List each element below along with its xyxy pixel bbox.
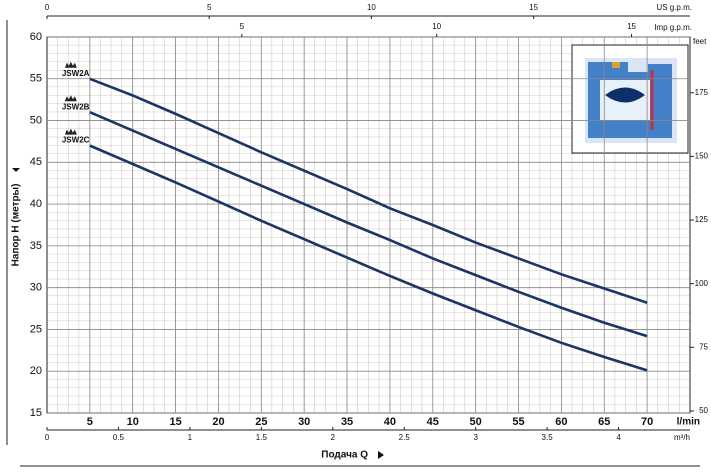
top-tick-label: 5 [240, 22, 245, 31]
top-tick-label: 15 [627, 22, 636, 31]
y2-tick-label: 175 [695, 88, 709, 97]
x-tick-label: 50 [470, 416, 482, 428]
bottom-tick-label: 3.5 [542, 433, 554, 442]
x-tick-label: 30 [298, 416, 310, 428]
top-tick-label: 15 [529, 3, 538, 12]
y-tick-label: 35 [30, 240, 42, 252]
bottom-tick-label: 4 [616, 433, 621, 442]
x-tick-label: 60 [555, 416, 567, 428]
top-tick-label: 10 [432, 22, 441, 31]
crown-icon [64, 61, 77, 68]
x-tick-label: 55 [512, 416, 524, 428]
x-tick-label: 5 [87, 416, 93, 428]
y-tick-label: 45 [30, 156, 42, 168]
series-label: JSW2A [62, 69, 90, 78]
bottom-tick-label: 1 [188, 433, 193, 442]
curve [89, 144, 648, 372]
x-tick-label: 45 [427, 416, 439, 428]
bottom-tick-label: 1.5 [256, 433, 268, 442]
x-tick-label: 10 [127, 416, 139, 428]
bottom-tick-label: 3 [473, 433, 478, 442]
top-unit: US g.p.m. [656, 3, 692, 12]
y2-tick-label: 150 [695, 152, 709, 161]
curve [89, 111, 648, 338]
bottom-tick-label: 2 [331, 433, 336, 442]
bottom-unit: m³/h [674, 433, 690, 442]
series-label: JSW2B [62, 102, 90, 111]
y-tick-label: 40 [30, 198, 42, 210]
y-tick-label: 60 [30, 31, 42, 43]
y-tick-label: 30 [30, 282, 42, 294]
top-tick-label: 0 [45, 3, 50, 12]
bottom-tick-label: 0 [45, 433, 50, 442]
arrow [12, 168, 20, 172]
y2-tick-label: 50 [699, 406, 708, 415]
arrow [378, 451, 384, 459]
x-tick-label: 15 [169, 416, 181, 428]
x-axis-title: Подача Q [321, 450, 368, 461]
bottom-tick-label: 2.5 [399, 433, 411, 442]
pump-inset [571, 44, 689, 154]
x-tick-label: 35 [341, 416, 353, 428]
y-tick-label: 55 [30, 73, 42, 85]
y2-tick-label: 125 [695, 215, 709, 224]
crown-icon [64, 128, 77, 135]
y-tick-label: 15 [30, 407, 42, 419]
bottom-tick-label: 0.5 [113, 433, 125, 442]
x-tick-label: 20 [212, 416, 224, 428]
top-tick-label: 10 [367, 3, 376, 12]
curve [89, 77, 648, 304]
top-tick-label: 5 [207, 3, 212, 12]
crown-icon [64, 95, 77, 102]
x-tick-label: 65 [598, 416, 610, 428]
x-tick-label: 25 [255, 416, 267, 428]
y2-tick-label: 100 [695, 279, 709, 288]
top-unit: Imp g.p.m. [654, 23, 692, 32]
y2-unit: feet [693, 37, 707, 46]
x-unit: l/min [677, 417, 700, 428]
y-axis-title: Напор H (метры) [11, 184, 22, 267]
x-tick-label: 40 [384, 416, 396, 428]
y-tick-label: 50 [30, 114, 42, 126]
y-tick-label: 20 [30, 365, 42, 377]
y-tick-label: 25 [30, 323, 42, 335]
y2-tick-label: 75 [699, 342, 708, 351]
x-tick-label: 70 [641, 416, 653, 428]
series-label: JSW2C [62, 136, 90, 145]
